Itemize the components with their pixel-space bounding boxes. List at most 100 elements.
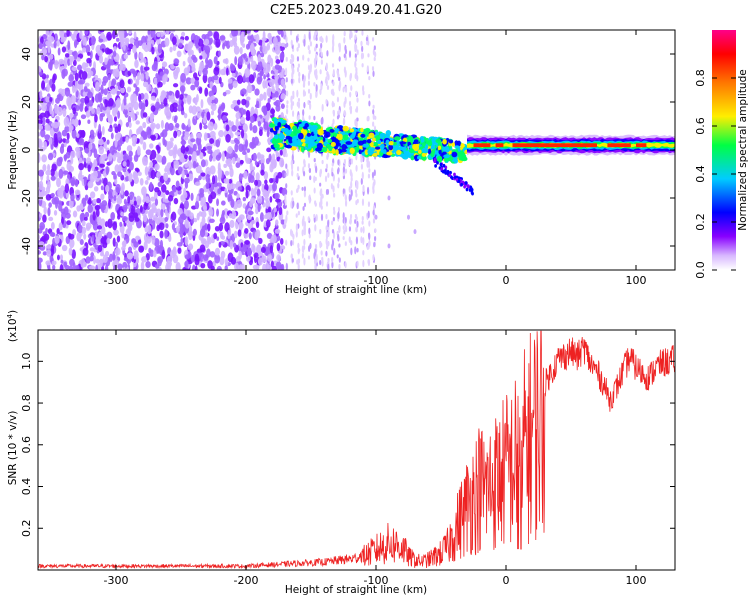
sparse-speck — [320, 198, 323, 207]
noise-speck — [266, 232, 273, 239]
sparse-speck — [361, 216, 364, 221]
noise-speck — [127, 51, 131, 56]
noise-speck — [200, 210, 207, 218]
noise-speck — [122, 261, 128, 270]
signal-speck — [292, 125, 298, 132]
noise-speck — [188, 225, 193, 233]
sparse-speck — [315, 36, 318, 41]
sparse-speck — [356, 74, 359, 82]
noise-speck — [58, 168, 64, 179]
sparse-speck — [303, 238, 306, 246]
sparse-speck — [348, 226, 352, 232]
sparse-speck — [355, 30, 358, 33]
noise-speck — [271, 85, 275, 93]
noise-speck — [139, 52, 144, 60]
noise-speck — [65, 151, 71, 159]
noise-speck — [192, 264, 196, 270]
noise-speck — [190, 77, 196, 84]
noise-speck — [165, 111, 172, 120]
sparse-speck — [291, 110, 295, 117]
noise-speck — [43, 140, 48, 150]
snr-y-axis: 0.2 0.4 0.6 0.8 1.0 — [20, 353, 675, 537]
noise-speck — [240, 116, 246, 124]
noise-speck — [259, 70, 264, 77]
noise-speck — [183, 113, 188, 119]
noise-speck — [116, 156, 122, 164]
sparse-speck — [338, 226, 341, 233]
sparse-speck — [373, 45, 376, 51]
sparse-speck — [367, 115, 370, 122]
sparse-speck — [331, 63, 335, 68]
noise-speck — [200, 172, 206, 177]
signal-speck — [345, 141, 353, 145]
signal-speck — [448, 139, 454, 144]
noise-speck — [128, 246, 133, 253]
noise-speck — [260, 246, 266, 254]
signal-streak — [439, 162, 443, 167]
signal-speck — [361, 152, 366, 156]
noise-speck — [262, 62, 268, 68]
noise-speck — [267, 97, 271, 104]
sparse-speck — [315, 165, 318, 174]
noise-speck — [120, 87, 125, 94]
sparse-speck — [344, 225, 348, 233]
noise-speck — [207, 58, 213, 69]
noise-speck — [82, 47, 87, 53]
noise-speck — [213, 66, 220, 76]
noise-speck — [155, 144, 160, 151]
noise-speck — [188, 155, 192, 161]
noise-speck — [157, 189, 162, 197]
noise-speck — [266, 147, 272, 153]
noise-speck — [84, 82, 90, 87]
noise-speck — [183, 187, 187, 196]
noise-speck — [215, 154, 221, 161]
noise-speck — [128, 161, 134, 171]
noise-speck — [76, 57, 81, 62]
noise-speck — [156, 32, 161, 38]
noise-speck — [92, 211, 96, 221]
sparse-speck — [301, 252, 305, 259]
carrier-peak — [636, 143, 647, 148]
sparse-speck — [371, 171, 375, 179]
noise-speck — [47, 152, 54, 161]
sparse-speck — [326, 50, 329, 57]
noise-speck — [245, 57, 249, 62]
sparse-speck — [308, 233, 311, 239]
noise-speck — [125, 136, 129, 143]
noise-speck — [45, 227, 48, 234]
noise-speck — [263, 171, 269, 180]
sparse-speck — [368, 93, 371, 99]
sparse-speck — [343, 37, 346, 44]
sparse-speck — [350, 247, 353, 256]
noise-speck — [87, 51, 91, 56]
sparse-speck — [360, 236, 363, 244]
noise-speck — [224, 58, 229, 65]
noise-speck — [177, 104, 182, 112]
noise-speck — [187, 65, 191, 73]
noise-speck — [74, 146, 81, 153]
noise-speck — [85, 44, 91, 54]
sparse-speck — [325, 168, 328, 173]
noise-speck — [92, 170, 98, 179]
noise-speck — [70, 177, 76, 187]
noise-speck — [214, 187, 219, 194]
signal-speck — [372, 152, 378, 157]
sparse-speck — [319, 189, 322, 197]
sparse-speck — [290, 95, 293, 104]
noise-speck — [47, 125, 51, 131]
noise-speck — [209, 165, 216, 175]
noise-speck — [122, 204, 128, 211]
noise-speck — [274, 192, 280, 200]
noise-speck — [132, 170, 138, 180]
sparse-speck — [337, 167, 340, 173]
noise-speck — [70, 193, 75, 202]
noise-speck — [242, 196, 247, 202]
noise-speck — [129, 37, 135, 44]
sparse-speck — [372, 70, 375, 77]
noise-speck — [157, 256, 164, 264]
noise-speck — [54, 59, 59, 70]
noise-speck — [143, 240, 148, 251]
signal-speck — [331, 148, 336, 155]
noise-speck — [164, 216, 169, 222]
noise-speck — [119, 221, 123, 227]
